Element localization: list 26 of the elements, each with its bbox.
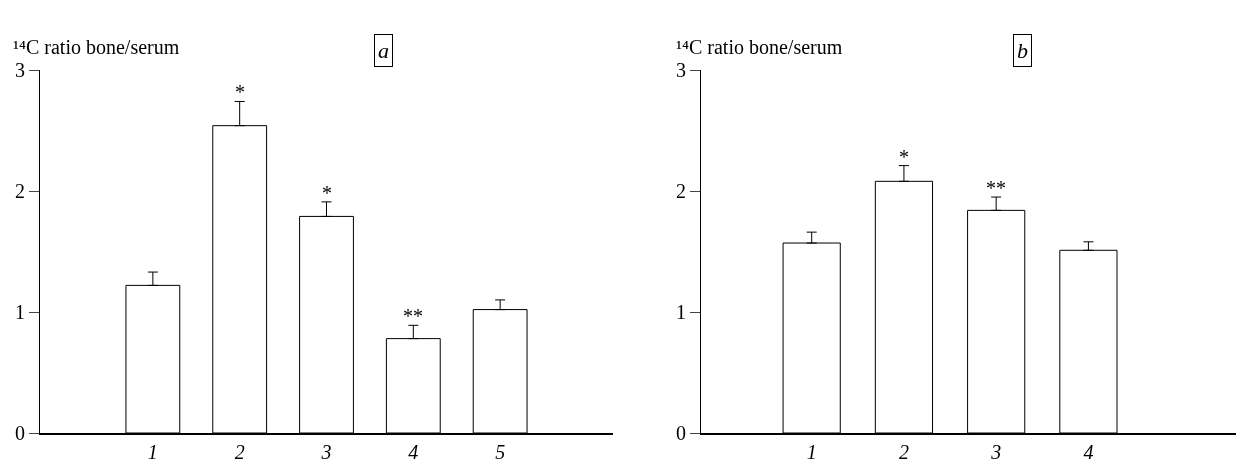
- x-tick-label: 1: [147, 440, 158, 463]
- x-tick-label: 3: [320, 440, 332, 463]
- x-tick-label: 4: [408, 440, 419, 463]
- y-tick-label: 2: [676, 180, 686, 202]
- x-tick-label: 2: [898, 440, 909, 463]
- annotation: *: [235, 81, 245, 103]
- x-tick-label: 5: [495, 440, 506, 463]
- y-tick-label: 1: [676, 301, 686, 323]
- y-axis-title: ¹⁴C ratio bone/serum: [676, 36, 843, 58]
- y-tick-label: 0: [676, 422, 686, 444]
- annotation: **: [403, 305, 423, 327]
- x-tick-label: 3: [990, 440, 1002, 463]
- x-tick-label: 4: [1083, 440, 1094, 463]
- x-tick-label: 2: [234, 440, 245, 463]
- chart-title: a: [378, 38, 389, 63]
- x-tick-label: 1: [806, 440, 817, 463]
- annotation: *: [899, 146, 909, 168]
- y-tick-label: 3: [15, 59, 25, 81]
- annotation: *: [322, 182, 332, 204]
- y-tick-label: 3: [676, 59, 686, 81]
- chart-title: b: [1017, 38, 1028, 63]
- y-tick-label: 1: [15, 301, 25, 323]
- y-tick-label: 2: [15, 180, 25, 202]
- y-axis-title: ¹⁴C ratio bone/serum: [13, 36, 180, 58]
- annotation: **: [986, 177, 1006, 199]
- y-tick-label: 0: [15, 422, 25, 444]
